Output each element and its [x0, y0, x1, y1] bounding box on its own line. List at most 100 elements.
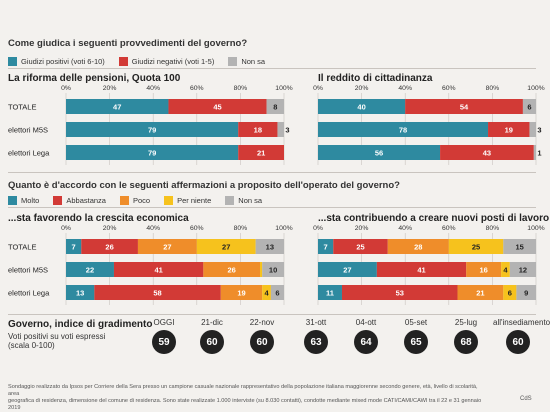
- data-label: 58: [153, 289, 161, 298]
- bar-segment: [522, 99, 536, 114]
- tick-label: 40%: [146, 85, 160, 92]
- bar-segment: [318, 145, 441, 160]
- gradimento-value: 63: [304, 330, 328, 354]
- gradimento-item: 05-set 65: [391, 318, 441, 354]
- divider: [8, 314, 536, 315]
- data-label: 78: [399, 126, 407, 135]
- tick-label: 100%: [275, 85, 292, 92]
- gradimento-value: 60: [250, 330, 274, 354]
- legend-item-positive: Giudizi positivi (voti 6-10): [8, 57, 105, 66]
- tick-label: 60%: [442, 85, 456, 92]
- bar-segment: [529, 122, 536, 137]
- tick-label: 20%: [355, 85, 369, 92]
- divider: [8, 172, 536, 173]
- data-label: 27: [163, 243, 171, 252]
- credit: CdS: [520, 396, 532, 402]
- legend-label: Per niente: [177, 196, 212, 205]
- gradimento-date: 25-lug: [454, 318, 478, 327]
- tick-label: 80%: [234, 85, 248, 92]
- tick-label: 80%: [234, 225, 248, 232]
- tick-label: 100%: [527, 225, 544, 232]
- bar-segment: [318, 122, 489, 137]
- bar-segment: [318, 262, 377, 277]
- bar-segment: [238, 145, 284, 160]
- gradimento-value: 60: [506, 330, 530, 354]
- legend-swatch: [228, 57, 238, 66]
- gradimento-item: 04-ott 64: [341, 318, 391, 354]
- category-label: TOTALE: [8, 243, 36, 252]
- legend-swatch: [8, 196, 17, 205]
- tick-label: 80%: [486, 225, 500, 232]
- legend-item-poco: Poco: [119, 196, 151, 205]
- category-label: TOTALE: [8, 103, 36, 112]
- tick-label: 0%: [61, 85, 71, 92]
- bar-segment: [137, 239, 197, 254]
- gradimento-subtitle: Voti positivi su voti espressi: [8, 332, 106, 341]
- data-label: 3: [285, 126, 289, 135]
- bar-segment: [262, 285, 271, 300]
- legend-swatch: [8, 57, 17, 66]
- bar-segment: [266, 99, 284, 114]
- gradimento-date: 22-nov: [249, 318, 275, 327]
- tick-label: 0%: [313, 85, 323, 92]
- legend-label: Abbastanza: [66, 196, 106, 205]
- gradimento-item: all'insediamento 60: [493, 318, 550, 354]
- bar-segment: [66, 262, 114, 277]
- legend-label: Giudizi positivi (voti 6-10): [21, 57, 105, 66]
- legend-label: Non sa: [241, 57, 266, 66]
- data-label: 6: [527, 103, 531, 112]
- legend-swatch: [225, 196, 235, 205]
- bar-segment: [66, 99, 169, 114]
- data-label: 10: [269, 266, 277, 275]
- bar-segment: [260, 262, 263, 277]
- footnote: Sondaggio realizzato da Ipsos per Corrie…: [8, 384, 488, 412]
- gradimento-item: 25-lug 68: [441, 318, 491, 354]
- data-label: 25: [356, 243, 364, 252]
- bar-segment: [277, 122, 284, 137]
- legend-item-nonsa: Non sa: [228, 57, 265, 66]
- bar-segment: [387, 239, 449, 254]
- bar-segment: [220, 285, 263, 300]
- gradimento-scale: (scala 0-100): [8, 341, 55, 350]
- legend-item-molto: Molto: [8, 196, 39, 205]
- gradimento-row: OGGI 59 21-dic 60 22-nov 60 31-ott 63 04-ott 64 05…: [0, 318, 550, 362]
- gradimento-item: 21-dic 60: [187, 318, 237, 354]
- gradimento-date: 04-ott: [355, 318, 377, 327]
- data-label: 27: [222, 243, 230, 252]
- section2-legend: Molto Abbastanza Poco Per niente Non sa: [8, 196, 276, 205]
- legend-label: Poco: [132, 196, 151, 205]
- bar-segment: [376, 262, 467, 277]
- tick-label: 40%: [146, 225, 160, 232]
- data-label: 18: [254, 126, 262, 135]
- bar-segment: [341, 285, 458, 300]
- gradimento-title: Governo, indice di gradimento: [8, 319, 153, 330]
- data-label: 45: [213, 103, 221, 112]
- category-label: elettori M5S: [8, 126, 48, 135]
- bar-segment: [94, 285, 221, 300]
- legend-swatch: [119, 196, 129, 205]
- gradimento-date: OGGI: [153, 318, 175, 327]
- bar-segment: [501, 262, 510, 277]
- legend-swatch: [118, 57, 128, 66]
- legend-item-per-niente: Per niente: [164, 196, 211, 205]
- data-label: 43: [483, 149, 491, 158]
- data-label: 27: [343, 266, 351, 275]
- data-label: 3: [537, 126, 541, 135]
- tick-label: 100%: [275, 225, 292, 232]
- section2-question: Quanto è d'accordo con le seguenti affer…: [8, 180, 400, 191]
- bar-segment: [262, 262, 284, 277]
- legend-label: Molto: [21, 196, 40, 205]
- bar-segment: [466, 262, 502, 277]
- data-label: 16: [480, 266, 488, 275]
- tick-label: 40%: [398, 85, 412, 92]
- gradimento-date: 05-set: [404, 318, 428, 327]
- data-label: 7: [72, 243, 76, 252]
- tick-label: 0%: [313, 225, 323, 232]
- bar-segment: [318, 99, 406, 114]
- footnote-line: geografica di residenza, dimensione del …: [8, 398, 482, 411]
- data-label: 13: [266, 243, 274, 252]
- data-label: 7: [324, 243, 328, 252]
- bar-segment: [66, 145, 239, 160]
- data-label: 53: [396, 289, 404, 298]
- panel-title-pensioni: La riforma delle pensioni, Quota 100: [8, 73, 181, 84]
